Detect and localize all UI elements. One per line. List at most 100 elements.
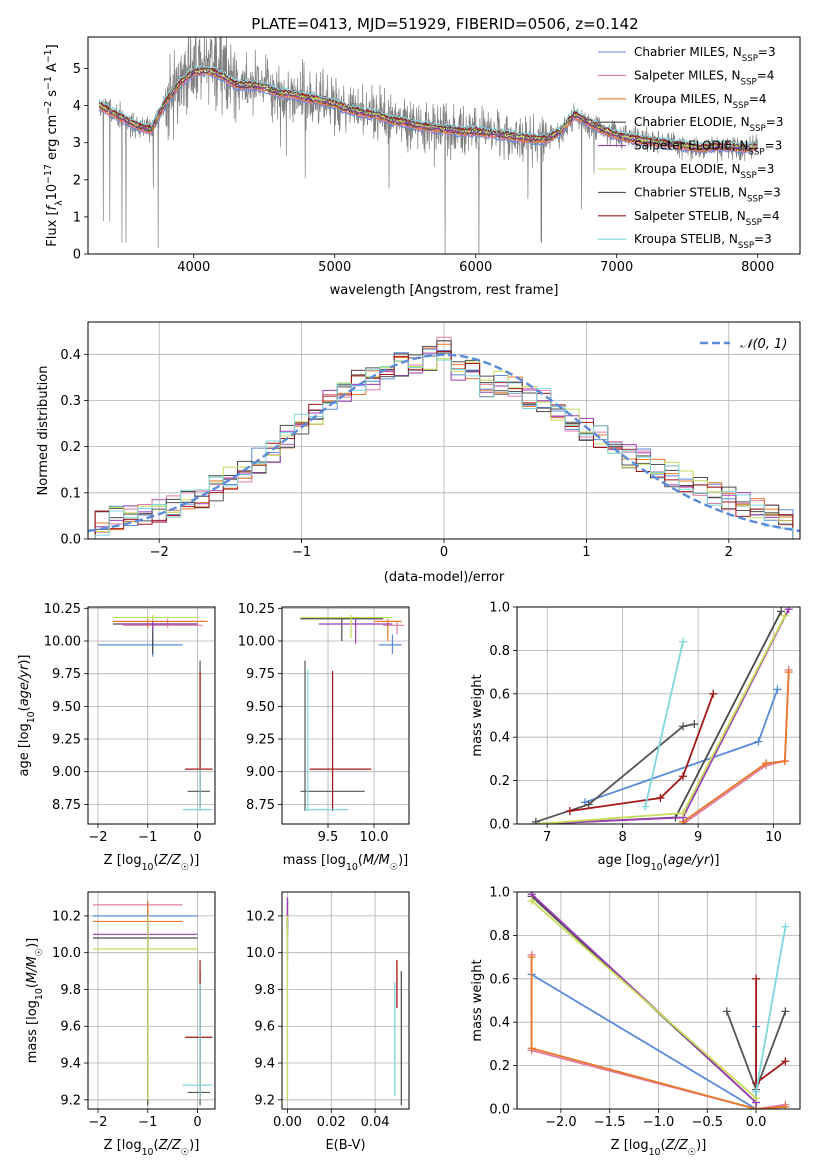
mass_vs_Z-ytick-label: 9.2 <box>60 1093 81 1108</box>
residuals-xtick-label: −1 <box>292 545 311 560</box>
mass_vs_Z-xlabel-part: Z/Z <box>158 1138 182 1153</box>
massweight_vs_age-xlabel-part: 10 <box>651 862 663 873</box>
residuals-ytick-label: 0.3 <box>60 394 81 409</box>
legend-label: Kroupa ELODIE, NSSP=3 <box>634 162 774 181</box>
model-line-kroupa-stelib <box>98 64 757 146</box>
residuals-ytick-label: 0.4 <box>60 348 81 363</box>
age_vs_Z-xtick-label: 0 <box>193 830 201 845</box>
spectrum-panel: 4000 5000 6000 7000 8000 0 1 2 3 4 5 wavelength [An… <box>43 36 801 298</box>
mass_vs_ebv-ytick-label: 9.2 <box>254 1093 275 1108</box>
massweight_vs_age-xtick-label: 8 <box>619 830 627 845</box>
legend-label-part: SSP <box>747 194 763 204</box>
legend-label-part: Chabrier MILES, N <box>634 45 742 59</box>
age_vs_mass-ytick-label: 9.50 <box>246 700 275 715</box>
massweight_vs_Z-xtick-label: −0.5 <box>692 1115 724 1130</box>
spectrum-ytick-label: 3 <box>73 136 81 151</box>
data-point-marker <box>565 806 574 815</box>
massweight_vs_Z-ytick-label: 0.8 <box>489 929 510 944</box>
data-point-marker <box>527 953 536 962</box>
residuals-xlabel: (data-model)/error <box>384 570 505 585</box>
legend-label-part: SSP <box>741 77 757 87</box>
legend-label-part: =3 <box>757 162 775 176</box>
age_vs_mass-xlabel-part: mass [log <box>283 853 346 868</box>
mass_vs_ebv-xtick-label: 0.00 <box>273 1115 302 1130</box>
age_vs_Z-ylabel-part: ( <box>17 706 32 711</box>
residuals-xtick-label: 0 <box>440 545 448 560</box>
mass_vs_ebv-panel: 0.00 0.02 0.04 9.2 9.4 9.6 9.8 10.0 10.2 E(B-V) <box>246 891 410 1153</box>
age_vs_mass-background <box>282 607 409 824</box>
massweight_vs_Z-ytick-label: 0.2 <box>489 1059 510 1074</box>
age_vs_Z-xlabel-part: ( <box>154 853 159 868</box>
massweight_vs_age-ytick-label: 0.2 <box>489 774 510 789</box>
series-line-kroupa-miles <box>682 672 790 823</box>
legend-label-part: Chabrier STELIB, N <box>634 185 747 199</box>
age_vs_Z-xtick-label: −2 <box>88 830 107 845</box>
data-point-marker <box>531 817 540 824</box>
legend-label: Kroupa STELIB, NSSP=3 <box>634 232 772 251</box>
mass_vs_ebv-xtick-label: 0.04 <box>361 1115 390 1130</box>
legend-label-part: =4 <box>762 209 780 223</box>
residuals-ylabel: Normed distribution <box>36 366 51 496</box>
age_vs_Z-ylabel-part: )] <box>17 654 32 664</box>
mass_vs_ebv-frame <box>281 891 410 1110</box>
mass_vs_ebv-xtick-label: 0.02 <box>317 1115 346 1130</box>
spectrum-frame <box>87 36 801 255</box>
age_vs_Z-frame <box>87 606 216 825</box>
series-line-kroupa-stelib <box>644 641 684 807</box>
data-point-marker <box>709 689 718 698</box>
spectrum-ylabel-part: f <box>45 203 60 210</box>
mass_vs_Z-ylabel-part: ( <box>25 983 40 988</box>
age_vs_Z-xtick-label: −1 <box>138 830 157 845</box>
data-point-marker <box>641 802 650 811</box>
age_vs_Z-xlabel-part: ☉ <box>181 862 189 873</box>
series-line-kroupa-elodie <box>531 900 757 1099</box>
mass_vs_ebv-ytick-label: 9.4 <box>254 1057 275 1072</box>
residuals-frame <box>87 321 801 540</box>
massweight_vs_age-xlabel-part: ( <box>663 853 668 868</box>
mass_vs_ebv-background <box>282 892 409 1109</box>
data-point-marker <box>780 611 789 620</box>
massweight_vs_age-ytick-label: 0.0 <box>489 818 510 833</box>
legend-label-part: Chabrier ELODIE, N <box>634 115 750 129</box>
residuals-xtick-label: 1 <box>582 545 590 560</box>
legend-label: Salpeter STELIB, NSSP=4 <box>634 209 780 228</box>
model-line-chabrier-stelib <box>99 66 758 149</box>
mass_vs_Z-ylabel-part: ☉ <box>34 948 45 956</box>
age_vs_mass-xlabel: mass [log10(M/M☉)] <box>283 853 409 873</box>
age_vs_mass-xlabel-part: 10 <box>346 862 358 873</box>
series-line-kroupa-stelib <box>755 926 787 1092</box>
mass_vs_Z-panel: −2 −1 09.29.49.69.810.010.2Z [log10(Z/Z☉)]… <box>25 891 216 1158</box>
age_vs_mass-ytick-label: 10.25 <box>238 602 275 617</box>
legend-label: Chabrier STELIB, NSSP=3 <box>634 185 781 204</box>
massweight_vs_age-ylabel: mass weight <box>470 674 485 756</box>
data-point-marker <box>781 1102 790 1109</box>
massweight_vs_Z-xtick-label: 0.0 <box>746 1115 767 1130</box>
massweight_vs_age-ytick-label: 0.6 <box>489 687 510 702</box>
massweight_vs_age-xlabel: age [log10(age/yr)] <box>597 853 719 873</box>
massweight_vs_age-xtick-label: 10 <box>765 830 782 845</box>
spectrum-ytick-label: 5 <box>73 62 81 77</box>
massweight_vs_age-data <box>531 607 793 824</box>
data-point-marker <box>656 793 665 802</box>
data-point-marker <box>784 668 793 677</box>
age_vs_Z-data <box>97 614 213 811</box>
spectrum-ylabel-part: −1 <box>43 76 54 90</box>
mass_vs_ebv-data <box>286 897 402 1106</box>
residuals-xtick-label: −2 <box>150 545 169 560</box>
mass_vs_Z-xtick-label: 0 <box>193 1115 201 1130</box>
spectrum-ylabel-part: A <box>45 63 60 76</box>
age_vs_mass-ytick-label: 9.75 <box>246 667 275 682</box>
series-line-chabrier-stelib <box>535 723 695 823</box>
data-point-marker <box>781 1007 790 1016</box>
age_vs_Z-ylabel: age [log10(age/yr)] <box>17 654 37 776</box>
legend-label: Salpeter ELODIE, NSSP=3 <box>634 139 782 158</box>
mass_vs_Z-ytick-label: 9.8 <box>60 983 81 998</box>
series-line-kroupa-miles <box>530 957 786 1109</box>
massweight_vs_age-xlabel-part: )] <box>709 853 719 868</box>
data-point-marker <box>773 685 782 694</box>
spectrum-xtick-label: 8000 <box>741 260 774 275</box>
legend-label-part: =4 <box>757 68 775 82</box>
spectrum-ytick-label: 4 <box>73 99 81 114</box>
